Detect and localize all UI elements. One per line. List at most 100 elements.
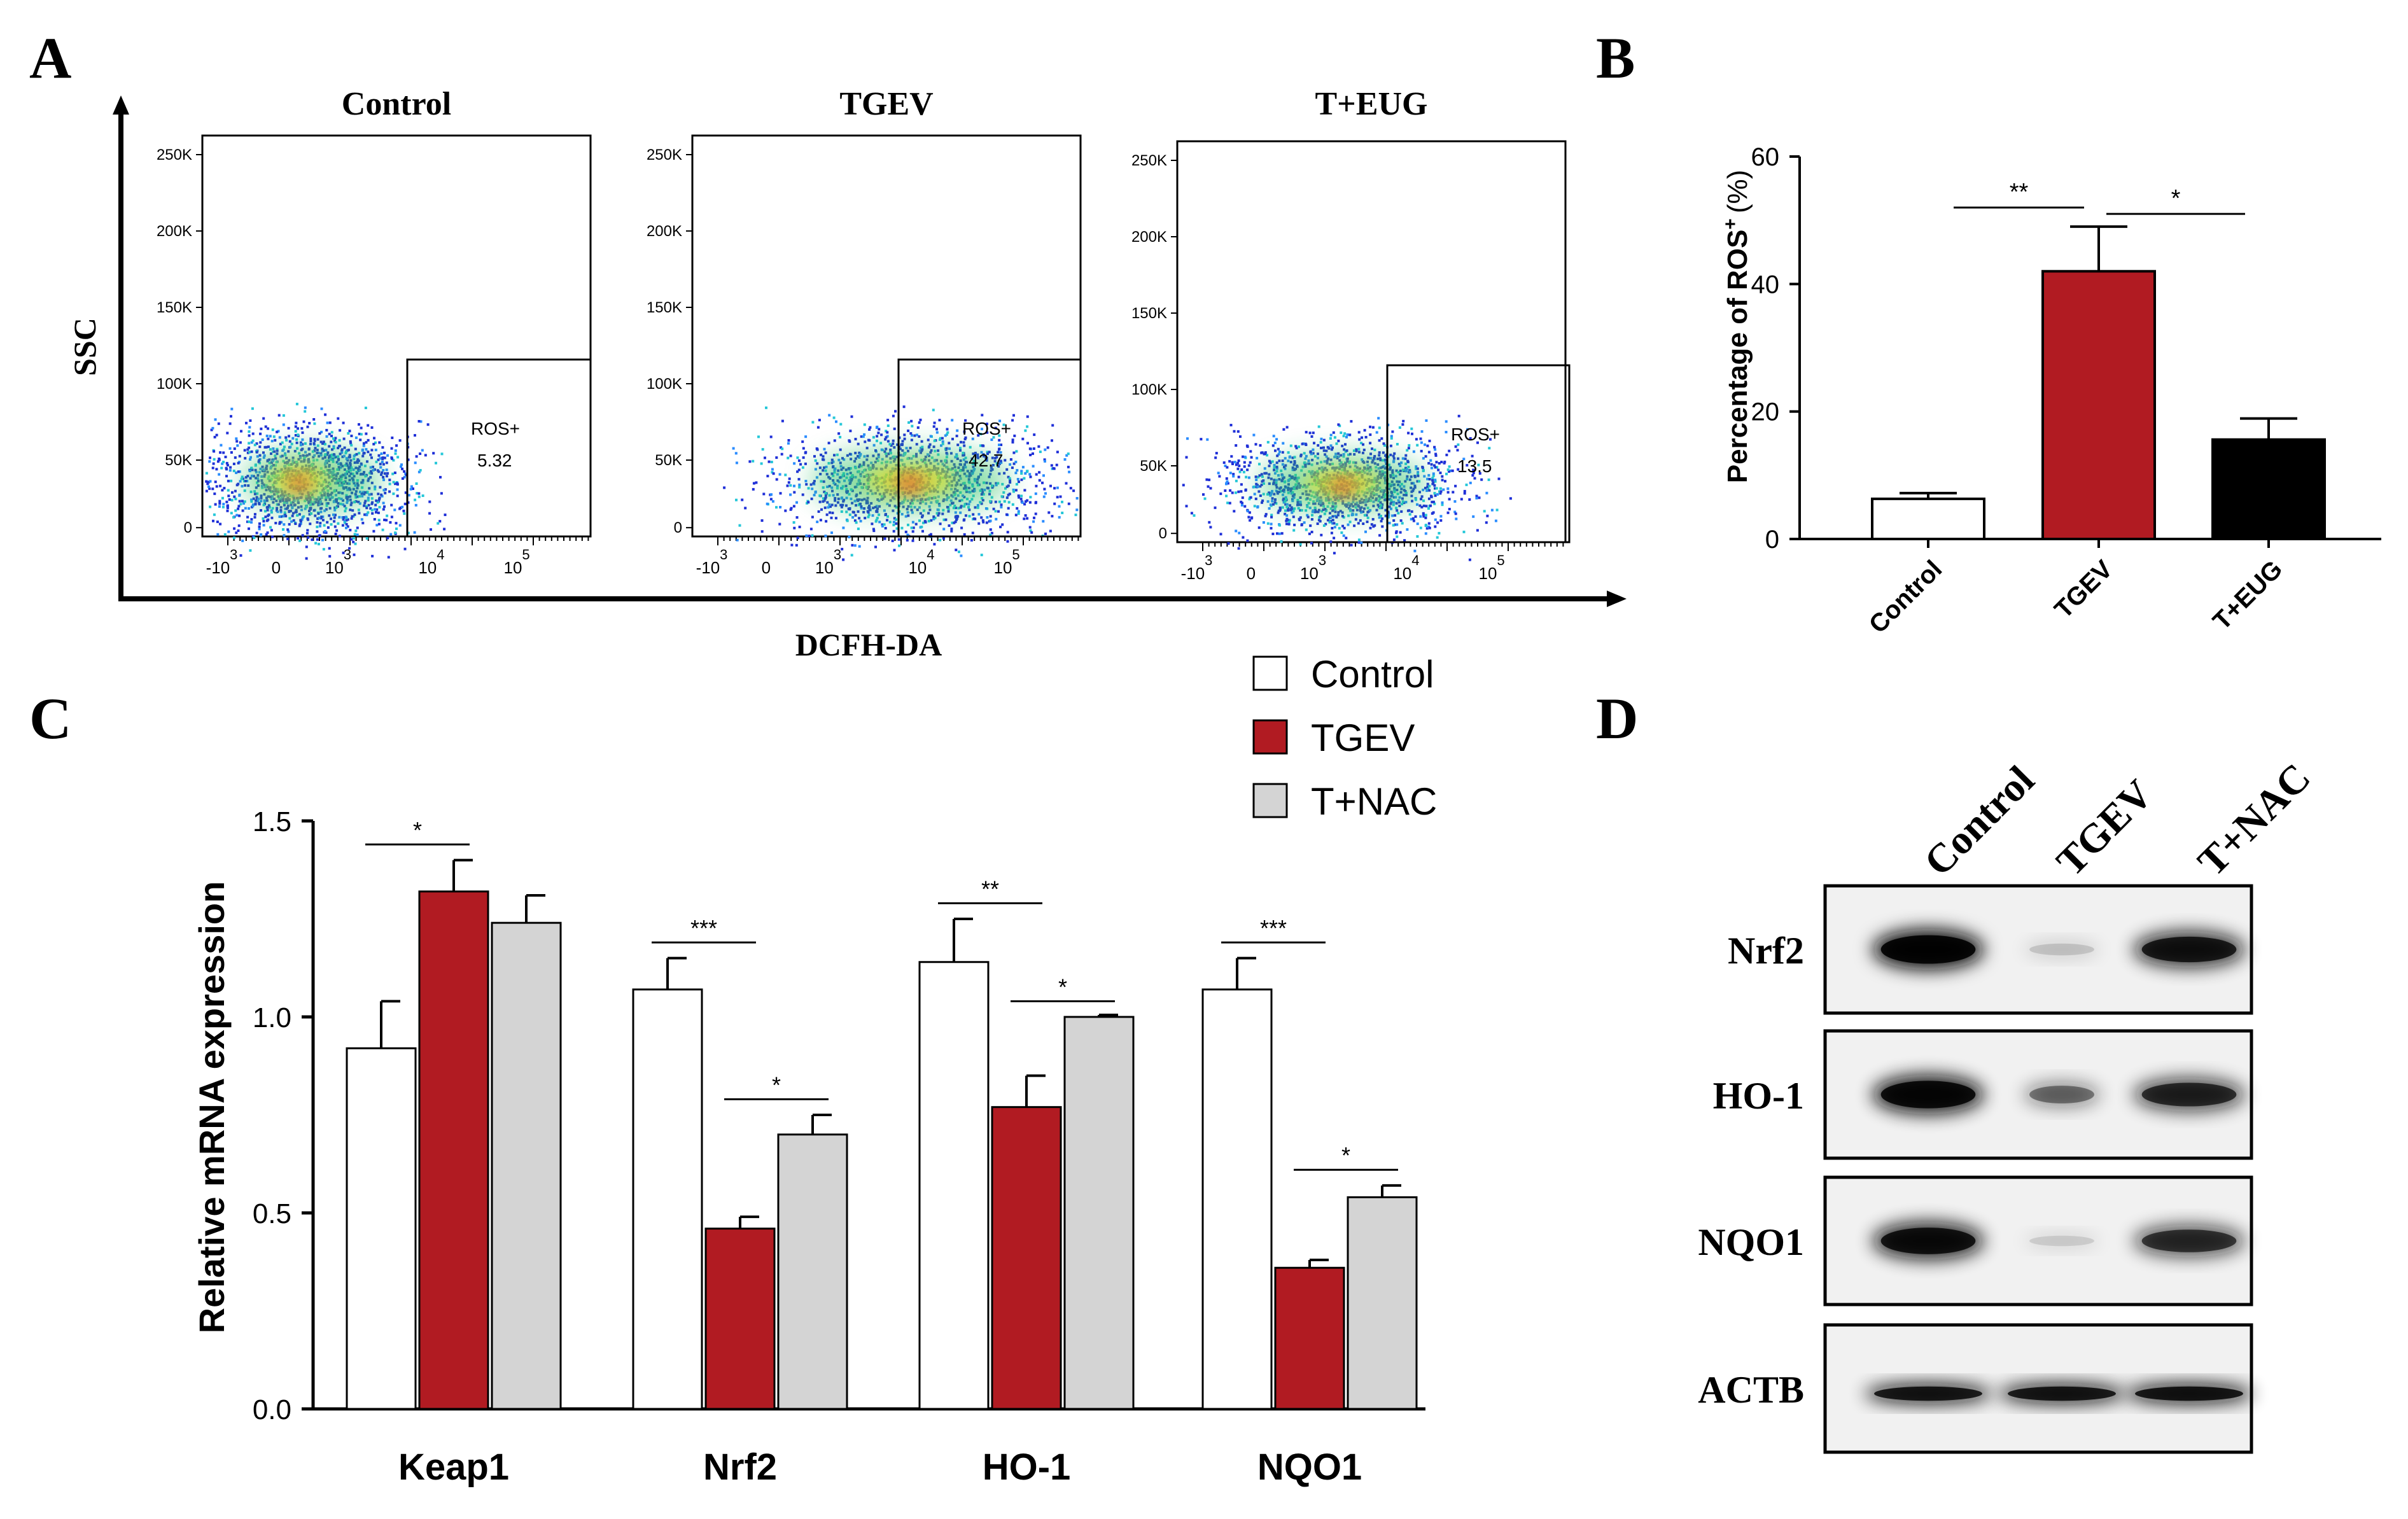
flow-dot [1044, 448, 1047, 451]
flow-dot [1287, 451, 1290, 454]
panel-c-sig-label: * [772, 1072, 781, 1098]
flow-dot [842, 558, 845, 561]
flow-dot [1046, 446, 1049, 449]
flow-dot [238, 454, 241, 458]
flow-dot [911, 521, 914, 524]
flow-dot [885, 430, 888, 433]
flow-dot [1308, 532, 1311, 535]
flow-dot [867, 515, 870, 519]
flow-dot [262, 517, 265, 520]
flow-dot [219, 451, 222, 454]
flow-dot [770, 493, 773, 496]
flow-dot [1029, 529, 1032, 532]
flow-dot [314, 542, 318, 545]
flow-dot [1299, 516, 1302, 519]
flow-dot [1233, 430, 1236, 433]
flow-dot [258, 522, 261, 525]
flow-dot [1273, 442, 1277, 444]
flow-dot [375, 524, 379, 527]
flow-x-tick-label-base: -10 [1181, 564, 1205, 583]
flow-dot [860, 507, 863, 510]
flow-dot [863, 507, 866, 510]
flow-dot [353, 553, 356, 556]
flow-dot [393, 508, 396, 512]
flow-dot [222, 503, 225, 506]
flow-dot [921, 529, 924, 533]
flow-dot [301, 443, 304, 446]
flow-dot [1319, 441, 1322, 444]
flow-dot [290, 520, 293, 523]
flow-dot [221, 462, 224, 465]
flow-dot [1331, 527, 1334, 529]
flow-dot [1231, 491, 1234, 494]
flow-dot [212, 462, 215, 465]
flow-dot [789, 454, 792, 458]
flow-dot [1207, 485, 1210, 488]
flow-dot [1236, 430, 1240, 433]
flow-dot [1420, 498, 1422, 501]
panel-c-bar-tnac [777, 1133, 848, 1410]
flow-dot [1292, 515, 1295, 519]
flow-dot [1226, 501, 1229, 505]
flow-dot [279, 510, 283, 514]
flow-dot [1366, 521, 1369, 523]
flow-dot [338, 438, 341, 442]
flow-dot [234, 489, 237, 493]
flow-dot [935, 431, 939, 434]
flow-dot [1241, 496, 1244, 500]
panel-label-c: C [29, 686, 71, 751]
flow-dot [884, 438, 887, 441]
flow-dot [1412, 450, 1415, 453]
flow-dot [1319, 515, 1322, 518]
flow-dot [1382, 442, 1385, 445]
flow-y-tick-label: 250K [647, 146, 682, 164]
flow-dot [864, 517, 867, 520]
flow-dot [262, 456, 265, 459]
flow-dot [253, 513, 256, 516]
flow-dot [225, 475, 228, 478]
flow-dot [365, 513, 368, 516]
flow-dot [798, 486, 801, 489]
flow-dot [250, 498, 253, 501]
flow-dot [258, 503, 261, 506]
flow-dot [1236, 461, 1240, 465]
flow-dot [1477, 463, 1480, 466]
flow-dot [922, 521, 925, 524]
flow-dot [1406, 528, 1409, 531]
flow-dot [1403, 539, 1406, 542]
flow-dot [1276, 454, 1279, 458]
flow-dot [1231, 463, 1234, 465]
flow-dot [288, 435, 290, 438]
flow-dot [1348, 433, 1352, 437]
blot-band-core [1880, 935, 1976, 964]
flow-dot [381, 494, 384, 498]
flow-dot [1262, 493, 1265, 496]
flow-dot [365, 448, 368, 451]
flow-dot [1217, 472, 1220, 475]
flow-dot [1364, 530, 1367, 533]
flow-dot [264, 425, 267, 428]
flow-dot [937, 512, 941, 515]
flow-dot [1483, 510, 1486, 513]
flow-dot [243, 489, 246, 493]
flow-dot [237, 507, 240, 510]
flow-dot [1205, 478, 1208, 481]
flow-dot [816, 448, 819, 451]
flow-dot [775, 456, 778, 459]
flow-dot [1225, 482, 1228, 486]
flow-dot [779, 492, 782, 495]
flow-dot [1241, 501, 1243, 505]
flow-dot [1350, 420, 1353, 423]
flow-dot [1061, 500, 1063, 503]
flow-dot [828, 414, 831, 417]
flow-dot [1364, 436, 1368, 438]
flow-dot [364, 407, 367, 409]
flow-dot [345, 450, 347, 453]
flow-dot [1203, 497, 1207, 500]
flow-dot [981, 444, 984, 447]
panel-b-x-label: T+EUG [2208, 555, 2288, 635]
flow-dot [403, 512, 406, 515]
flow-dot [287, 530, 290, 533]
flow-dot [1215, 452, 1218, 455]
blot-row-nrf2: Nrf2 [1728, 884, 2253, 1015]
